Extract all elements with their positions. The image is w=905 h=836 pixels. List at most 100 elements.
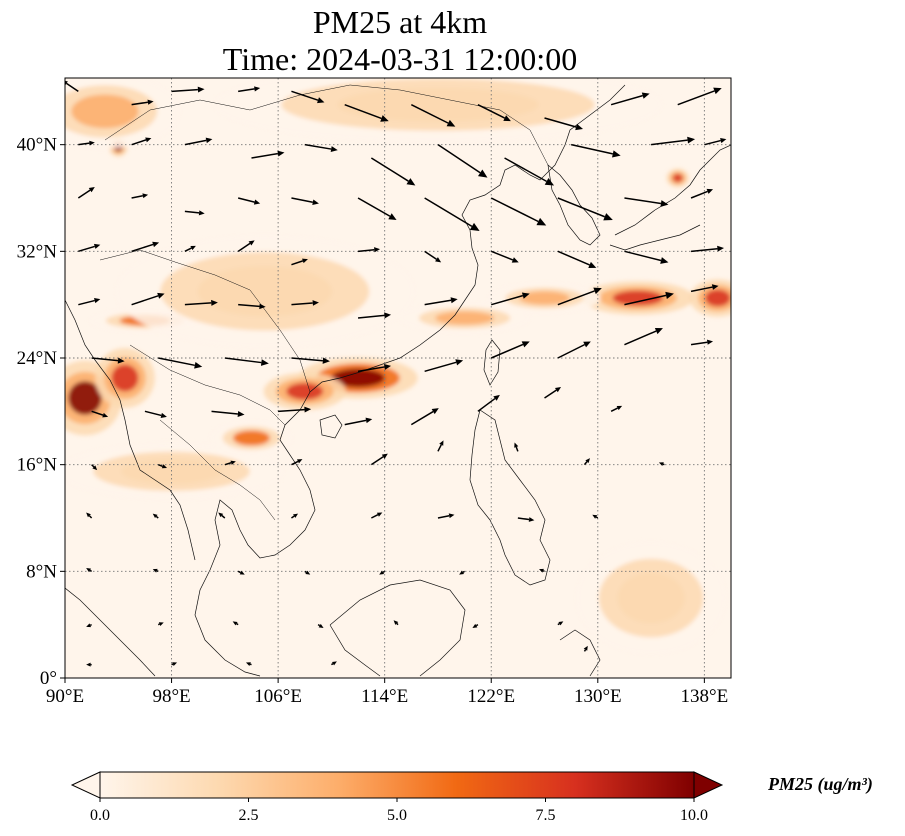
wind-arrow-shaft [357,314,385,319]
wind-arrow [437,144,488,178]
wind-arrow [424,359,464,373]
wind-arrow-shaft [610,407,618,413]
wind-arrow-head [248,240,255,246]
wind-arrow-shaft [477,397,496,412]
wind-arrow-shaft [155,515,159,519]
lon-tick-label: 106°E [254,686,302,707]
wind-arrow [393,620,399,626]
wind-arrow [410,408,439,426]
wind-arrow-head [65,80,68,86]
wind-arrow-shaft [90,623,92,626]
wind-arrow [232,621,239,626]
coastline-japan [609,144,731,251]
wind-arrow [344,417,373,426]
lat-tick-label: 0° [40,668,57,689]
colorbar-ticks: 0.0 2.5 5.0 7.5 10.0 [90,798,708,824]
wind-arrow [504,157,555,186]
wind-arrow-head [117,357,125,364]
wind-arrow-shaft [77,189,91,199]
wind-arrow-shaft [357,366,385,373]
lat-tick-label: 16°N [17,455,58,476]
pm25-hotspot [705,289,731,307]
wind-arrow [304,143,338,153]
wind-arrow-shaft [583,461,588,466]
wind-arrow [370,157,416,186]
wind-arrow-shaft [304,143,332,150]
pm25-hotspot [617,572,685,624]
wind-arrow-shaft [171,88,198,93]
wind-arrow [690,284,719,293]
wind-arrow-head [406,178,416,186]
wind-arrow [557,287,602,306]
lat-tick-label: 24°N [17,348,58,369]
wind-arrow-shaft [131,295,159,306]
wind-arrow-shaft [357,248,375,253]
wind-arrow-head [528,517,535,522]
wind-arrow-head [558,621,564,626]
wind-arrow [78,140,95,146]
wind-arrow-head [331,661,337,666]
pm25-hotspot [286,382,324,400]
wind-arrow-head [521,341,530,348]
wind-arrow-shaft [437,144,481,174]
wind-arrow [490,341,530,359]
wind-arrow [184,299,218,306]
wind-arrow-head [160,412,167,418]
wind-arrow-shaft [88,515,93,519]
map-area [65,78,731,678]
wind-arrow-head [459,570,465,575]
lat-tick-label: 40°N [17,135,58,156]
colorbar-low-extension [70,771,101,799]
wind-arrow [490,250,519,263]
wind-arrow [91,464,98,471]
wind-arrow [65,80,79,92]
wind-arrow [459,570,465,575]
wind-arrow-head [583,341,591,348]
wind-arrow [152,513,159,519]
wind-arrow [184,245,196,253]
wind-arrow [544,117,584,131]
wind-arrow [144,410,167,418]
wind-arrow-head [592,514,598,519]
pm25-hotspot [197,266,332,317]
pm25-concentration-field [65,78,731,654]
wind-arrow-shaft [211,410,238,415]
lon-tick-label: 98°E [152,686,190,707]
wind-arrow-head [374,247,381,253]
wind-arrow-shaft [477,103,506,119]
wind-arrow [477,394,500,412]
wind-arrow-shaft [238,303,260,308]
wind-arrow-shaft [370,157,409,182]
wind-arrow-shaft [557,250,590,266]
wind-arrow [157,463,168,469]
wind-arrow-shaft [357,197,391,217]
wind-arrow-shaft [610,94,643,106]
wind-arrow-shaft [517,517,530,521]
pm25-hotspot [519,291,570,305]
lon-tick-label: 114°E [361,686,408,707]
wind-arrow [624,197,669,207]
wind-arrow-shaft [224,462,232,466]
wind-arrow-head [239,570,245,575]
wind-arrow-head [145,137,152,143]
wind-arrow-head [211,299,218,306]
wind-arrow-head [554,387,562,393]
pm25-hotspot [71,94,139,129]
wind-arrow [184,137,213,146]
pm25-hotspot [337,87,539,122]
wind-arrow-shaft [624,330,657,346]
wind-arrow-shaft [144,410,162,417]
wind-arrow [218,512,226,519]
wind-arrow [424,197,480,231]
wind-arrow [357,312,392,319]
wind-arrow-head [304,406,312,413]
wind-arrow [477,103,511,122]
wind-arrow [331,661,337,666]
pm25-hotspot [672,173,683,183]
wind-arrow [86,662,92,667]
wind-arrow-head [665,291,674,299]
wind-arrow [371,512,383,519]
wind-arrow-shaft [410,103,449,124]
wind-arrow [491,292,530,306]
wind-arrow-shaft [396,622,399,626]
